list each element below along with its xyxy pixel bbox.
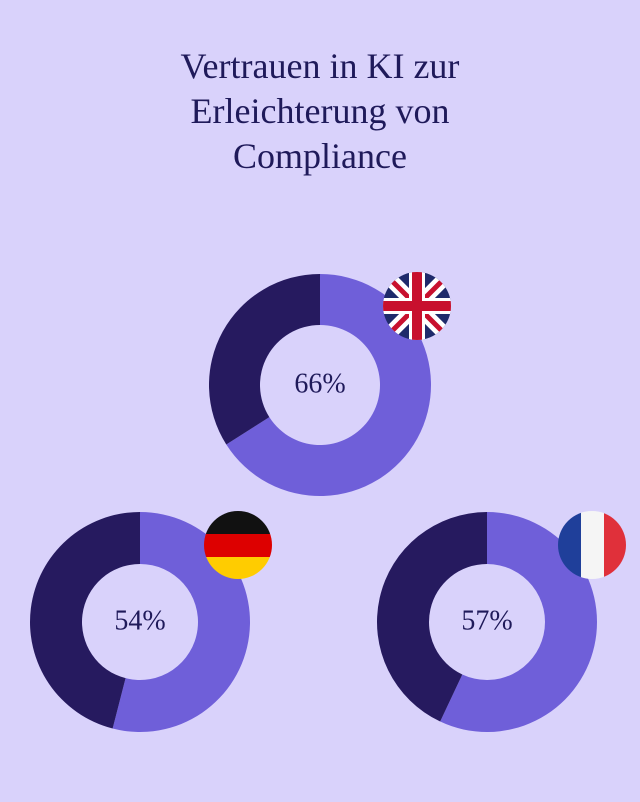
center-label: 57%: [461, 605, 512, 636]
donut-segment: [30, 512, 140, 729]
center-label: 54%: [114, 605, 165, 636]
donut-segment: [208, 274, 320, 445]
center-label: 66%: [294, 368, 345, 399]
donut-segment: [226, 274, 431, 497]
donuts: 66% 54% 57%: [30, 274, 597, 732]
donut-segment: [377, 511, 487, 722]
donut-segment: [440, 512, 597, 732]
flag-de: [204, 511, 272, 579]
flag-uk: [383, 272, 451, 340]
flag-fr: [558, 511, 626, 579]
title: Vertrauen in KI zur Erleichterung von Co…: [180, 46, 460, 176]
